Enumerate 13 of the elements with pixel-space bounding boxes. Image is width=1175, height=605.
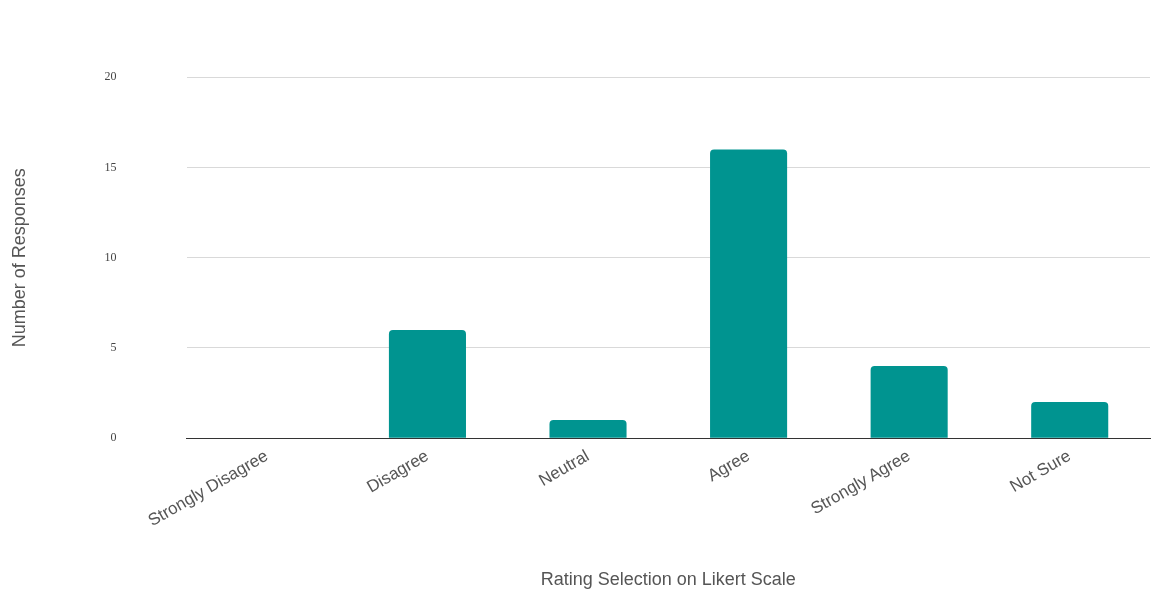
bar xyxy=(710,149,788,438)
y-tick-label: 20 xyxy=(104,69,117,84)
bar xyxy=(388,329,466,438)
bar xyxy=(549,420,627,438)
bar xyxy=(1031,402,1109,438)
x-tick-label: Not Sure xyxy=(1006,446,1075,497)
y-tick-label: 10 xyxy=(104,249,117,264)
bar xyxy=(870,365,948,438)
y-tick-label: 5 xyxy=(110,340,117,355)
y-axis-title: Number of Responses xyxy=(8,168,29,348)
x-axis-title: Rating Selection on Likert Scale xyxy=(540,569,796,590)
y-tick-label: 15 xyxy=(104,159,117,174)
y-tick-label: 0 xyxy=(110,430,117,445)
